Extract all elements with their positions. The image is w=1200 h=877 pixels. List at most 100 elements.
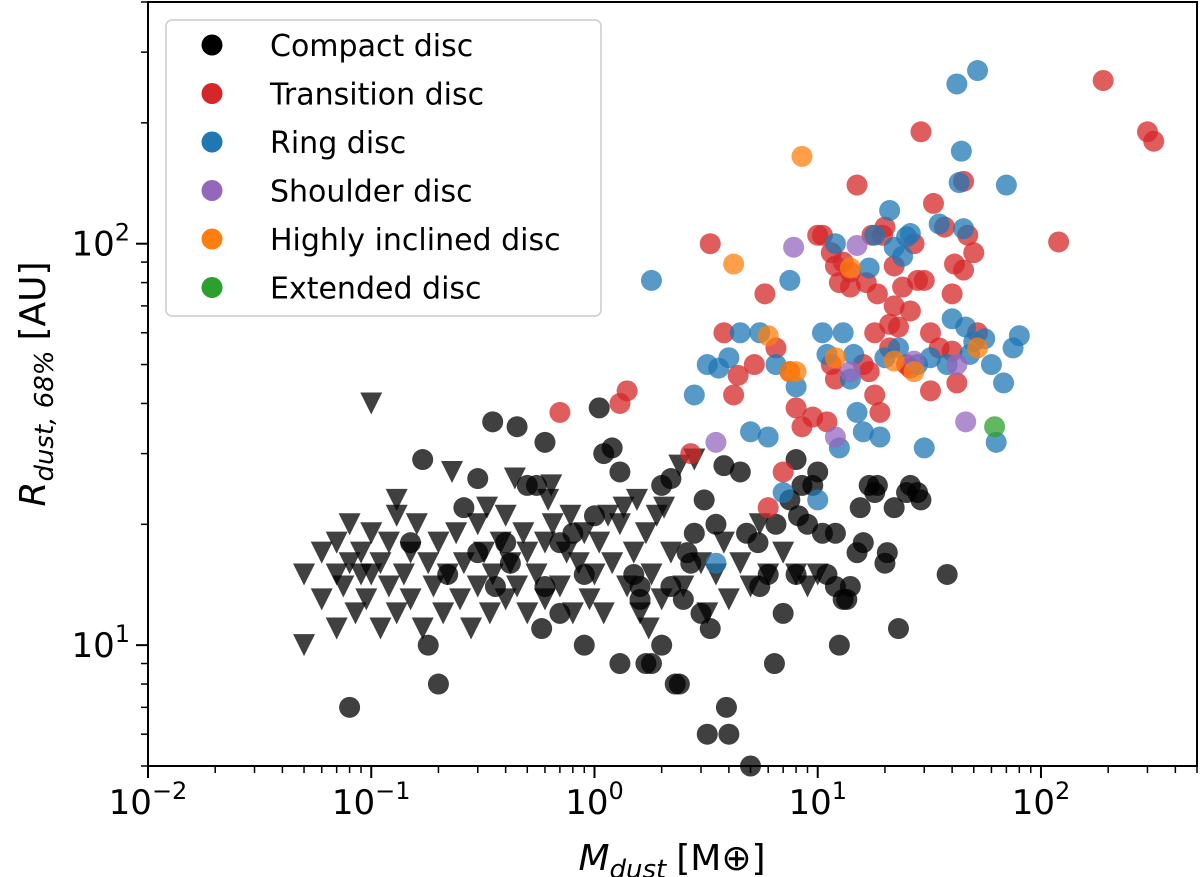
data-point xyxy=(385,602,408,625)
data-point xyxy=(772,602,794,624)
data-point xyxy=(445,522,468,545)
data-point xyxy=(858,257,880,279)
data-point xyxy=(516,541,539,564)
data-point xyxy=(592,602,615,625)
data-point xyxy=(360,563,383,586)
data-point xyxy=(573,522,596,545)
data-point xyxy=(467,468,489,490)
data-point xyxy=(879,313,901,335)
data-point xyxy=(293,563,316,586)
data-point xyxy=(325,617,348,640)
data-points xyxy=(293,60,1165,777)
data-point xyxy=(883,350,905,372)
data-point xyxy=(796,575,819,598)
data-point xyxy=(503,467,526,490)
data-point xyxy=(399,588,422,611)
data-point xyxy=(967,337,989,359)
data-point xyxy=(946,354,968,376)
legend-label-shoulder-disc: Shoulder disc xyxy=(270,175,473,210)
data-point xyxy=(757,497,779,519)
data-point xyxy=(739,575,762,598)
data-point xyxy=(555,541,578,564)
data-point xyxy=(903,361,925,383)
data-point xyxy=(494,588,517,611)
data-point xyxy=(625,488,648,511)
data-point xyxy=(588,397,610,419)
data-point xyxy=(806,563,829,586)
data-point xyxy=(985,431,1007,453)
data-point xyxy=(516,602,539,625)
data-point xyxy=(839,257,861,279)
data-point xyxy=(887,618,909,640)
legend-label-compact-disc: Compact disc xyxy=(270,29,473,64)
data-point xyxy=(651,634,673,656)
data-point xyxy=(608,513,631,536)
data-point xyxy=(922,192,944,214)
data-point xyxy=(919,347,941,369)
data-point xyxy=(899,300,921,322)
data-point xyxy=(601,437,623,459)
data-point xyxy=(473,541,496,564)
data-point xyxy=(729,552,752,575)
data-point xyxy=(883,497,905,519)
data-point xyxy=(525,563,548,586)
data-point xyxy=(846,401,868,423)
data-point xyxy=(355,588,378,611)
data-point xyxy=(452,552,475,575)
data-point xyxy=(506,416,528,438)
data-point xyxy=(993,372,1015,394)
data-point xyxy=(811,322,833,344)
data-point xyxy=(712,531,735,554)
data-point xyxy=(672,588,694,610)
data-point xyxy=(984,416,1006,438)
data-point xyxy=(879,199,901,221)
data-point xyxy=(676,542,698,564)
data-point xyxy=(689,552,712,575)
data-point xyxy=(953,218,975,240)
series-extended-disc xyxy=(984,416,1006,438)
data-point xyxy=(824,426,846,448)
data-point xyxy=(864,384,886,406)
data-point xyxy=(332,575,355,598)
data-point xyxy=(494,504,517,527)
data-point xyxy=(609,461,631,483)
data-point xyxy=(385,488,408,511)
data-point xyxy=(640,563,663,586)
data-point xyxy=(946,73,968,95)
data-point xyxy=(537,488,560,511)
data-point xyxy=(846,234,868,256)
legend-marker-highly-inclined-disc xyxy=(201,228,223,250)
data-point xyxy=(950,140,972,162)
data-point xyxy=(839,575,861,597)
x-tick-label: 100 xyxy=(565,777,624,823)
data-point xyxy=(616,575,639,598)
data-point xyxy=(913,437,935,459)
data-point xyxy=(659,541,682,564)
data-point xyxy=(668,673,690,695)
data-point xyxy=(1008,325,1030,347)
data-point xyxy=(729,322,751,344)
data-point xyxy=(869,401,891,423)
data-point xyxy=(955,411,977,433)
data-point xyxy=(512,522,535,545)
data-point xyxy=(824,347,846,369)
data-point xyxy=(683,522,705,544)
data-point xyxy=(466,575,489,598)
data-point xyxy=(783,236,805,258)
data-point xyxy=(948,172,970,194)
data-point xyxy=(369,617,392,640)
data-point xyxy=(757,325,779,347)
data-point xyxy=(573,634,595,656)
data-point xyxy=(436,563,459,586)
data-point xyxy=(713,455,735,477)
data-point xyxy=(852,421,874,443)
data-point xyxy=(597,504,620,527)
data-point xyxy=(482,411,504,433)
data-point xyxy=(807,489,829,511)
data-point xyxy=(963,242,985,264)
data-point xyxy=(748,513,771,536)
data-point xyxy=(637,617,660,640)
data-point xyxy=(481,563,504,586)
data-point xyxy=(325,563,348,586)
x-axis-label: Mdust [M⊕] xyxy=(578,838,765,877)
